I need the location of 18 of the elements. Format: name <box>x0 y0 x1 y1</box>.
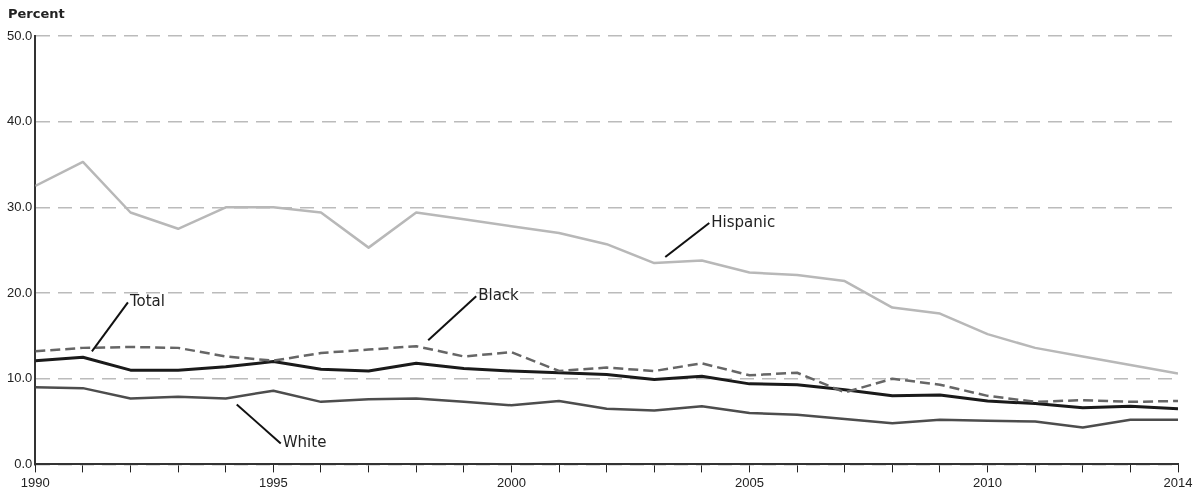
line-series <box>35 344 1178 404</box>
y-tick-label: 0.0 <box>14 455 33 471</box>
y-tick-label: 40.0 <box>6 113 33 129</box>
text: Black <box>478 286 520 305</box>
y-tick-label: 10.0 <box>6 370 33 386</box>
x-tick-label: 2005 <box>735 474 764 490</box>
y-tick-label: 30.0 <box>6 198 33 214</box>
x-tick-label: 2000 <box>496 474 526 490</box>
y-axis-title: Percent <box>8 5 65 21</box>
text: Total <box>128 292 165 311</box>
x-tick-label: 2014 <box>1163 474 1193 490</box>
x-tick-label: 1995 <box>258 474 288 490</box>
y-tick-label: 50.0 <box>6 27 33 43</box>
text: Hispanic <box>711 212 776 231</box>
text: White <box>282 433 327 452</box>
x-tick-label: 1990 <box>20 474 50 490</box>
x-tick-label: 2010 <box>973 474 1003 490</box>
y-tick-label: 20.0 <box>6 284 33 300</box>
